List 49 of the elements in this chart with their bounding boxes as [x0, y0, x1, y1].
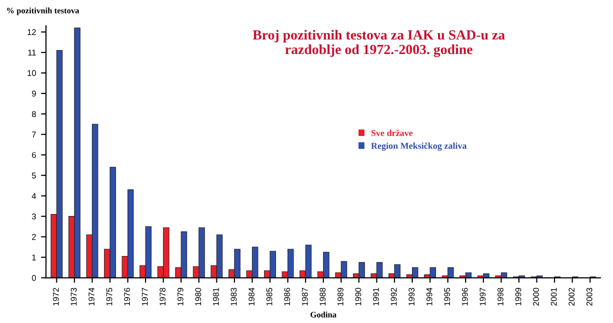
x-tick-label: 1985: [266, 288, 272, 306]
y-tick-label: 1: [32, 254, 36, 260]
x-tick-label: 1979: [177, 288, 184, 306]
x-tick-label: 1999: [515, 288, 522, 306]
x-tick-label: 2000: [533, 288, 539, 306]
x-tick-label: 1990: [355, 288, 362, 306]
y-tick-label: 10: [28, 70, 36, 76]
x-tick-label: 1995: [444, 288, 450, 306]
y-tick-label: 2: [32, 234, 36, 240]
x-tick-label: 2001: [550, 288, 557, 306]
x-tick-label: 1973: [70, 288, 77, 306]
legend-label: Sve države: [371, 130, 413, 136]
x-tick-label: 1998: [498, 288, 504, 306]
y-tick-label: 8: [32, 111, 36, 118]
x-tick-label: 1981: [213, 288, 219, 306]
x-tick-label: 1978: [160, 288, 166, 306]
y-tick-label: 4: [32, 193, 36, 199]
x-tick-label: 1986: [284, 288, 290, 306]
y-tick-label: 12: [28, 29, 36, 36]
x-tick-label: 1972: [52, 288, 59, 306]
legend-label: Region Meksičkog zaliva: [371, 142, 467, 151]
x-tick-label: 1980: [195, 288, 202, 306]
y-tick-label: 11: [28, 50, 36, 56]
y-tick-label: 6: [32, 152, 36, 158]
y-tick-label: 0: [32, 274, 36, 281]
x-tick-label: 1993: [408, 288, 414, 306]
text: Broj pozitivnih testova za IAK u SAD-u za razdoblje od 1972.-2003. godine: [252, 30, 505, 58]
x-tick-label: 1994: [426, 288, 432, 306]
x-tick-label: 1974: [88, 288, 94, 306]
x-tick-label: 1988: [320, 288, 326, 306]
x-tick-label: 1983: [230, 288, 237, 306]
x-tick-label: 2003: [586, 288, 592, 306]
x-tick-label: 1992: [390, 288, 397, 306]
x-tick-label: 1987: [302, 288, 308, 306]
x-tick-label: 2002: [568, 288, 575, 306]
x-tick-label: 1991: [373, 288, 379, 306]
x-tick-label: 1997: [480, 288, 486, 306]
x-axis-title: Godina: [310, 312, 336, 318]
x-tick-label: 1976: [124, 288, 130, 306]
y-tick-label: 7: [32, 132, 36, 138]
y-tick-label: 5: [32, 172, 36, 178]
x-tick-label: 1977: [142, 288, 148, 306]
x-tick-label: 1975: [106, 288, 112, 306]
y-axis-title: % pozitivnih testova: [6, 8, 80, 16]
y-tick-label: 3: [32, 214, 36, 220]
x-tick-label: 1996: [462, 288, 468, 306]
x-tick-label: 1984: [248, 288, 254, 306]
y-tick-label: 9: [32, 90, 36, 97]
x-tick-label: 1989: [337, 288, 344, 306]
